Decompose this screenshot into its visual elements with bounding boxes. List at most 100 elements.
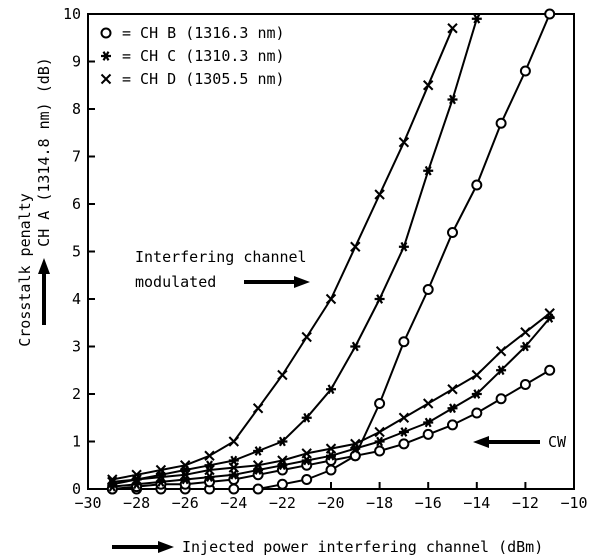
data-point-circle bbox=[544, 8, 556, 20]
x-axis-label: Injected power interfering channel (dBm) bbox=[182, 538, 543, 556]
legend-symbol-asterisk bbox=[101, 51, 111, 61]
data-point-x bbox=[179, 460, 191, 471]
data-point-x bbox=[447, 23, 458, 34]
data-point-asterisk bbox=[398, 241, 409, 252]
data-point-circle bbox=[252, 483, 264, 495]
series-cw-x bbox=[107, 308, 555, 488]
x-tick-label: −28 bbox=[123, 494, 150, 512]
data-point-asterisk bbox=[374, 294, 385, 304]
data-point-circle bbox=[398, 336, 410, 348]
data-point-asterisk bbox=[423, 417, 434, 428]
data-point-circle bbox=[422, 428, 434, 440]
data-point-x bbox=[252, 403, 264, 414]
data-point-x bbox=[520, 327, 531, 338]
data-point-asterisk bbox=[253, 446, 264, 456]
data-point-asterisk bbox=[496, 365, 507, 376]
data-point-x bbox=[155, 471, 167, 483]
series-layer bbox=[106, 8, 556, 495]
data-point-x bbox=[228, 436, 240, 447]
data-point-x bbox=[471, 369, 483, 381]
x-tick-label: −18 bbox=[366, 494, 393, 512]
annotation-modulated-arrow-icon bbox=[244, 276, 310, 288]
series-line bbox=[112, 18, 478, 486]
data-point-asterisk bbox=[447, 403, 458, 414]
y-tick-label: 8 bbox=[72, 100, 81, 118]
y-axis-label-line2: CH A (1314.8 nm) (dB) bbox=[35, 57, 53, 247]
data-point-asterisk bbox=[301, 455, 312, 466]
legend-symbol-x bbox=[100, 73, 112, 85]
data-point-x bbox=[544, 308, 555, 319]
annotation-modulated-line1: Interfering channel bbox=[135, 248, 307, 266]
data-point-x bbox=[301, 448, 312, 459]
y-tick-label: 9 bbox=[72, 53, 81, 71]
y-tick-label: 5 bbox=[72, 243, 81, 261]
data-point-asterisk bbox=[423, 165, 434, 176]
data-point-x bbox=[325, 293, 337, 305]
data-point-asterisk bbox=[471, 389, 482, 399]
data-point-asterisk bbox=[228, 455, 239, 466]
data-point-x bbox=[422, 80, 434, 91]
x-tick-label: −22 bbox=[269, 494, 296, 512]
data-point-asterisk bbox=[326, 384, 336, 395]
legend-label-ch-d: = CH D (1305.5 nm) bbox=[122, 70, 285, 88]
data-point-asterisk bbox=[326, 450, 336, 461]
data-point-x bbox=[350, 438, 361, 450]
annotation-modulated-line2: modulated bbox=[135, 273, 216, 291]
legend: = CH B (1316.3 nm) = CH C (1310.3 nm) = … bbox=[100, 24, 285, 88]
data-point-asterisk bbox=[447, 94, 458, 105]
data-point-x bbox=[301, 331, 312, 343]
data-point-circle bbox=[349, 450, 361, 462]
annotation-cw: CW bbox=[548, 433, 567, 451]
data-point-circle bbox=[544, 364, 556, 376]
data-point-circle bbox=[471, 407, 483, 419]
data-point-asterisk bbox=[204, 460, 215, 471]
x-tick-label: −12 bbox=[512, 494, 539, 512]
data-point-circle bbox=[374, 445, 386, 457]
data-point-x bbox=[204, 450, 215, 461]
data-point-x bbox=[204, 464, 215, 476]
x-tick-label: −10 bbox=[560, 494, 587, 512]
x-tick-label: −24 bbox=[220, 494, 247, 512]
y-tick-label: 1 bbox=[72, 433, 81, 451]
x-tick-label: −26 bbox=[172, 494, 199, 512]
data-point-asterisk bbox=[228, 469, 239, 480]
data-point-x bbox=[350, 241, 361, 252]
data-point-asterisk bbox=[471, 13, 482, 24]
data-point-circle bbox=[374, 398, 386, 409]
data-point-circle bbox=[447, 419, 458, 431]
y-tick-label: 3 bbox=[72, 338, 81, 356]
y-tick-label: 4 bbox=[72, 290, 81, 308]
data-point-asterisk bbox=[398, 427, 409, 437]
legend-label-ch-b: = CH B (1316.3 nm) bbox=[122, 24, 285, 42]
data-point-x bbox=[325, 443, 337, 454]
data-point-circle bbox=[228, 483, 240, 495]
data-point-circle bbox=[301, 474, 313, 485]
y-tick-label: 7 bbox=[72, 148, 81, 166]
data-point-x bbox=[447, 384, 458, 395]
data-point-x bbox=[131, 474, 142, 485]
y-tick-label: 2 bbox=[72, 385, 81, 403]
data-point-circle bbox=[519, 379, 531, 390]
data-point-circle bbox=[422, 284, 434, 295]
data-point-circle bbox=[325, 464, 337, 476]
data-point-x bbox=[398, 137, 410, 148]
data-point-asterisk bbox=[301, 412, 312, 423]
data-point-circle bbox=[447, 227, 458, 238]
y-tick-label: 10 bbox=[63, 5, 81, 23]
data-point-x bbox=[374, 189, 385, 200]
y-tick-label: 6 bbox=[72, 195, 81, 213]
data-point-x bbox=[228, 462, 240, 473]
data-point-asterisk bbox=[204, 472, 215, 483]
data-point-x bbox=[277, 369, 288, 381]
x-axis-arrow-icon bbox=[112, 541, 174, 553]
data-point-circle bbox=[398, 438, 410, 450]
data-point-circle bbox=[471, 179, 483, 191]
data-point-circle bbox=[495, 117, 507, 129]
y-tick-label: 0 bbox=[72, 480, 81, 498]
x-tick-label: −14 bbox=[463, 494, 490, 512]
legend-label-ch-c: = CH C (1310.3 nm) bbox=[122, 47, 285, 65]
data-point-asterisk bbox=[277, 436, 288, 447]
legend-symbol-circle bbox=[100, 27, 112, 39]
data-point-x bbox=[398, 412, 410, 423]
